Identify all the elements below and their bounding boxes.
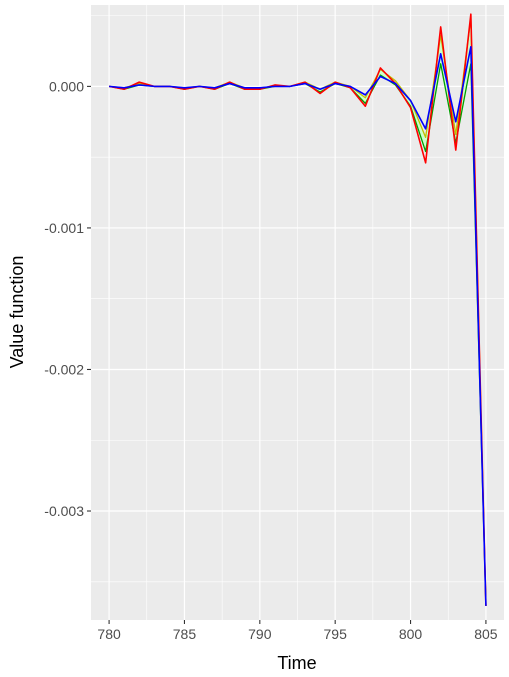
series-lines bbox=[108, 13, 487, 606]
x-axis-title: Time bbox=[277, 653, 316, 673]
y-tick-label: -0.003 bbox=[44, 503, 84, 519]
y-axis-title: Value function bbox=[7, 256, 27, 369]
x-tick-label: 785 bbox=[173, 626, 197, 642]
minor-gridlines bbox=[91, 5, 504, 620]
y-axis-ticks: 0.000 -0.001 -0.002 -0.003 bbox=[44, 78, 91, 519]
y-tick-label: -0.001 bbox=[44, 220, 84, 236]
series-line-blue bbox=[109, 45, 487, 606]
x-axis-ticks: 780 785 790 795 800 805 bbox=[97, 620, 498, 642]
x-tick-label: 800 bbox=[399, 626, 423, 642]
y-tick-label: 0.000 bbox=[49, 78, 84, 94]
y-tick-label: -0.002 bbox=[44, 361, 84, 377]
major-gridlines bbox=[91, 5, 504, 620]
x-tick-label: 795 bbox=[324, 626, 348, 642]
x-tick-label: 790 bbox=[248, 626, 272, 642]
x-tick-label: 805 bbox=[474, 626, 498, 642]
x-tick-label: 780 bbox=[97, 626, 121, 642]
